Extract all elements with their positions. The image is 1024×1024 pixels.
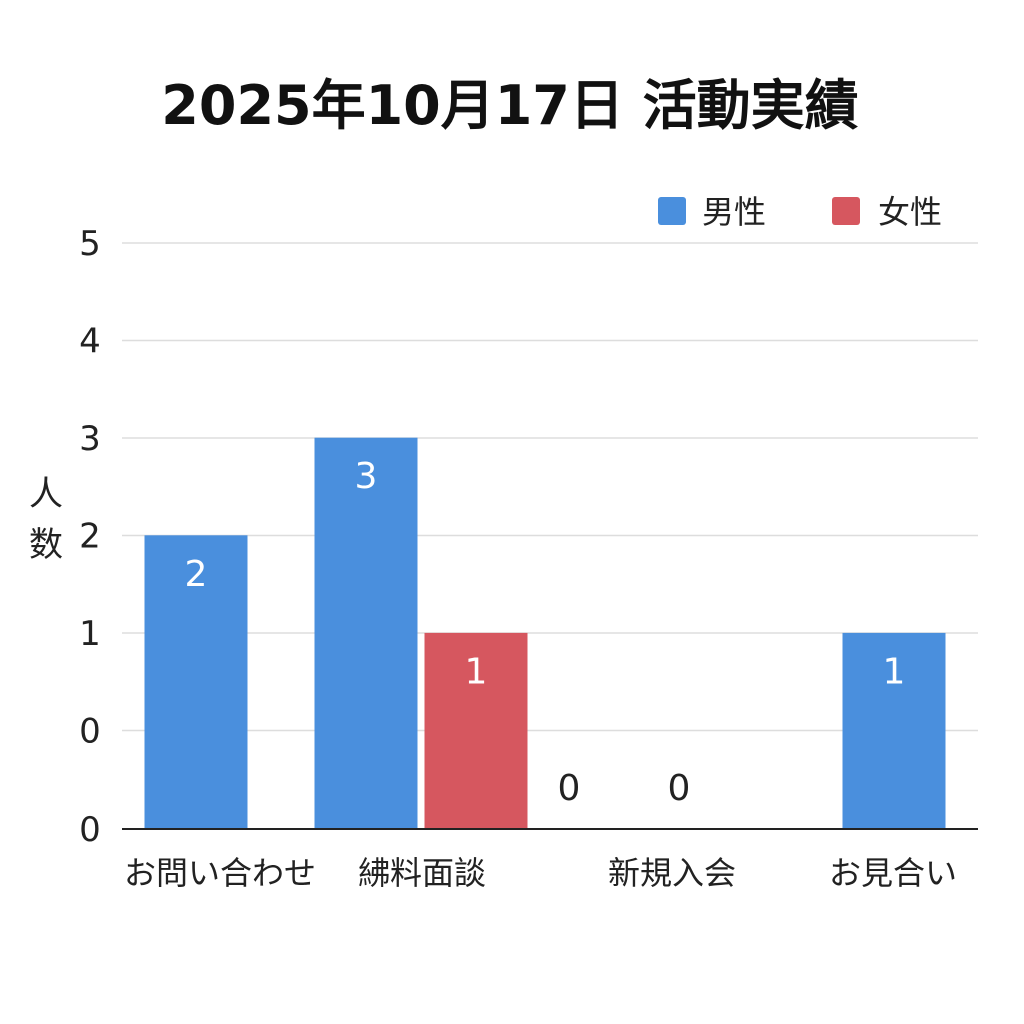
bar-value-label: 0 <box>558 768 581 809</box>
y-axis-label-char: 数 <box>29 525 63 565</box>
legend-swatch-male <box>658 197 686 225</box>
legend-swatch-female <box>832 197 860 225</box>
bar-value-label: 1 <box>465 651 488 692</box>
y-tick-label: 0 <box>79 810 101 850</box>
x-category-label: お問い合わせ <box>124 854 316 892</box>
y-tick-label: 4 <box>79 322 101 362</box>
bar-value-label: 0 <box>668 768 691 809</box>
y-tick-label: 5 <box>79 224 101 264</box>
y-axis-label-char: 人 <box>29 474 63 514</box>
bar-value-label: 1 <box>883 651 906 692</box>
y-tick-label: 1 <box>79 614 101 654</box>
bar-labels: 2 3 1 0 0 1 <box>185 456 906 809</box>
bar-value-label: 2 <box>185 554 208 595</box>
bar-male <box>842 632 946 830</box>
y-axis-ticks: 5 4 3 2 1 0 0 <box>79 224 101 850</box>
y-tick-label: 2 <box>79 517 101 557</box>
legend-label-male: 男性 <box>702 193 766 231</box>
y-axis-label: 人 数 <box>29 474 63 565</box>
x-category-label: 新規入会 <box>608 854 736 892</box>
bars <box>144 437 946 830</box>
legend: 男性 女性 <box>658 193 942 231</box>
y-tick-label: 0 <box>79 712 101 752</box>
y-tick-label: 3 <box>79 419 101 459</box>
legend-label-female: 女性 <box>878 193 942 231</box>
x-category-label: 紼料面談 <box>358 854 486 892</box>
x-axis-categories: お問い合わせ 紼料面談 新規入会 お見合い <box>124 854 957 892</box>
bar-value-label: 3 <box>355 456 378 497</box>
gridlines <box>122 242 978 732</box>
bar-female <box>424 632 528 830</box>
x-category-label: お見合い <box>829 854 957 892</box>
bar-male <box>314 437 418 830</box>
chart-title: 2025年10月17日 活動実績 <box>161 74 858 137</box>
